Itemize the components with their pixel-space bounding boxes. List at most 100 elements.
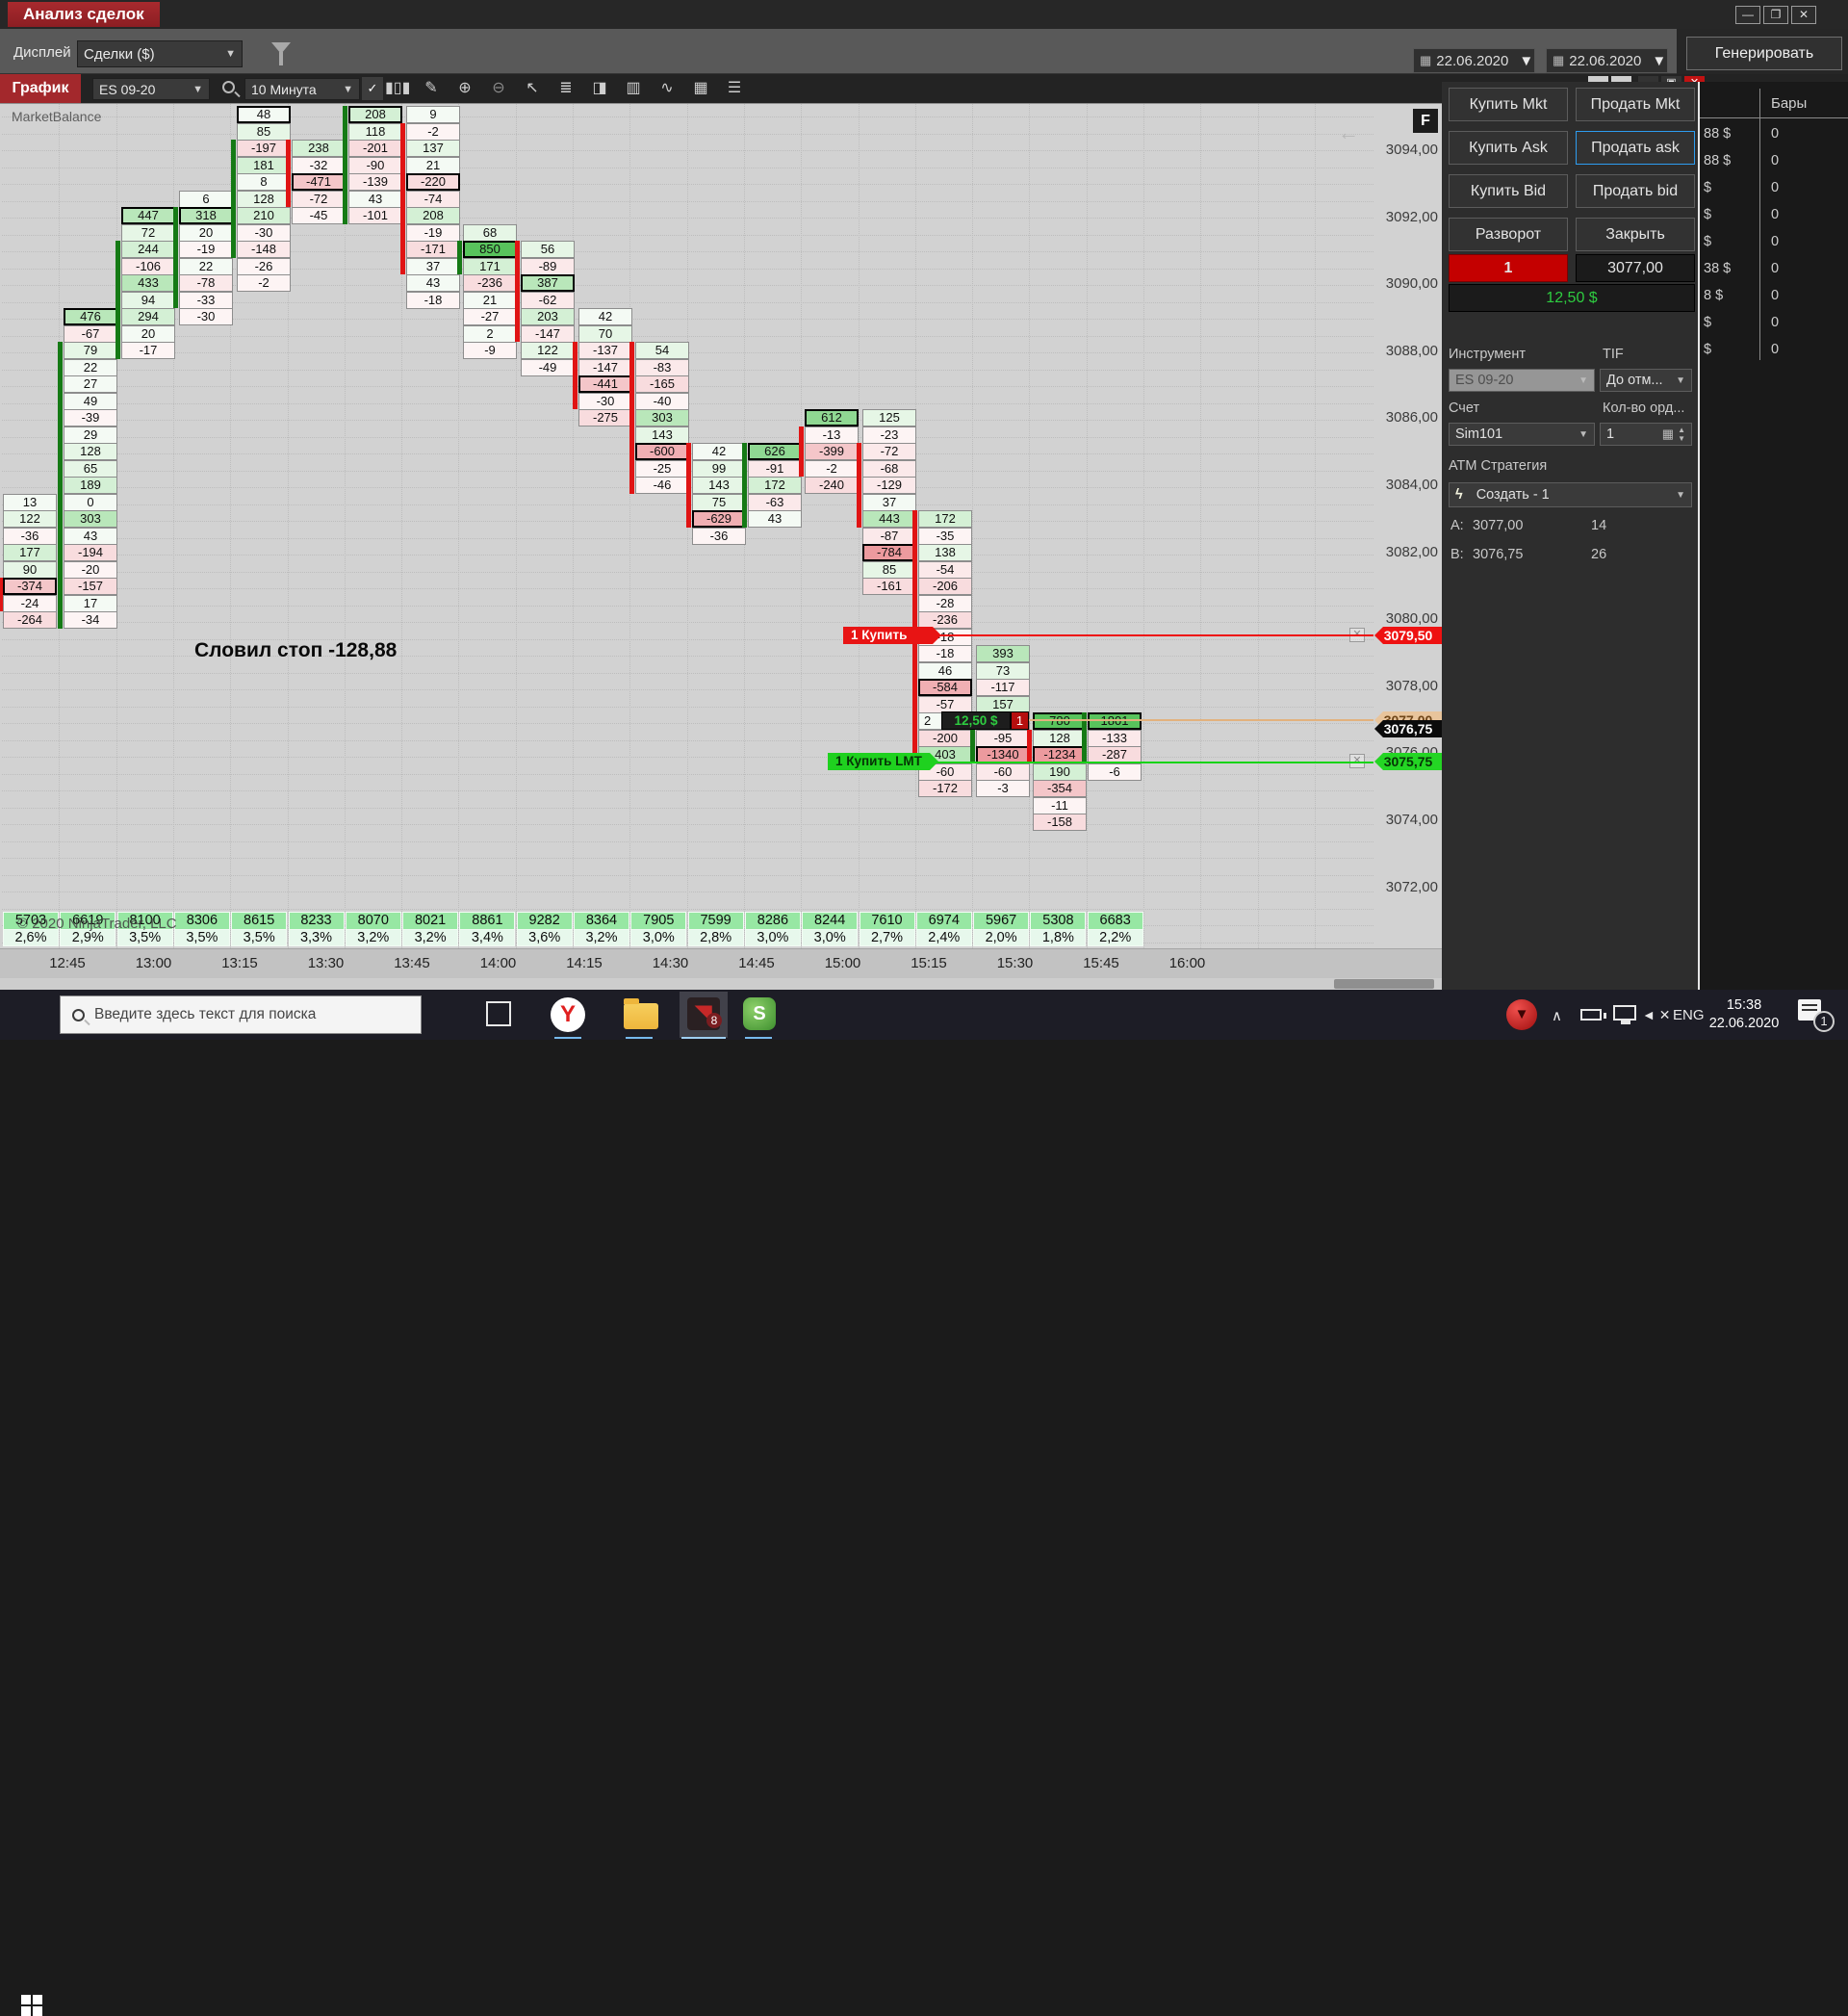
link-check-button[interactable]: ✓ (362, 77, 383, 100)
spinner-arrows-icon[interactable]: ▲ ▼ (1678, 426, 1685, 443)
footprint-cell: 294 (121, 308, 175, 325)
footprint-cell: 393 (976, 645, 1030, 662)
ninjatrader-app-button[interactable]: ◥ 8 (680, 992, 728, 1038)
footprint-cell: 37 (406, 257, 460, 275)
footprint-cell: -287 (1088, 746, 1142, 763)
network-icon[interactable] (1613, 1005, 1636, 1024)
position-size-box: 1 (1449, 254, 1568, 282)
start-button[interactable] (0, 990, 60, 2016)
footprint-cell: 9 (406, 106, 460, 123)
gridline (1029, 104, 1031, 948)
zoom-out-icon[interactable]: ⊖ (492, 80, 505, 96)
buy-market-button[interactable]: Купить Mkt (1449, 88, 1568, 121)
buy-ask-button[interactable]: Купить Ask (1449, 131, 1568, 165)
taskbar-clock[interactable]: 15:38 22.06.2020 (1708, 997, 1780, 1031)
strategies-icon[interactable]: ▦ (693, 80, 708, 96)
reverse-button[interactable]: Разворот (1449, 218, 1568, 251)
candle-body-strip (970, 712, 975, 763)
language-indicator[interactable]: ENG (1673, 1007, 1705, 1023)
atm-strategy-select[interactable]: ϟ Создать - 1 ▼ (1449, 482, 1692, 507)
sell-ask-button[interactable]: Продать ask (1576, 131, 1695, 165)
taskbar-search-input[interactable]: Введите здесь текст для поиска (60, 995, 422, 1034)
footprint-cell: -220 (406, 173, 460, 191)
buy-bid-button[interactable]: Купить Bid (1449, 174, 1568, 208)
scrollbar-thumb[interactable] (1334, 979, 1434, 989)
order-qty-label: Кол-во орд... (1603, 401, 1685, 416)
close-button[interactable]: ✕ (1791, 6, 1816, 24)
search-placeholder: Введите здесь текст для поиска (94, 1006, 317, 1022)
order-cancel-icon[interactable]: ✕ (1349, 754, 1365, 768)
footprint-cell: -30 (578, 392, 632, 410)
footprint-cell: -49 (521, 358, 575, 376)
draw-icon[interactable]: ✎ (424, 80, 438, 96)
display-dropdown[interactable]: Сделки ($) ▼ (77, 40, 243, 67)
tif-select[interactable]: До отм... ▼ (1600, 369, 1692, 392)
chart-trader-icon[interactable]: ◨ (592, 80, 607, 96)
position-qty-box: 1 (1011, 711, 1029, 730)
gridline (573, 104, 574, 948)
table-cell-bars: 0 (1771, 126, 1780, 142)
indicators-icon[interactable]: ∿ (660, 80, 674, 96)
yandex-browser-icon[interactable]: Y (551, 997, 585, 1032)
footprint-cell: -354 (1033, 780, 1087, 797)
footprint-cell: 17 (64, 594, 117, 612)
footprint-cell: 172 (918, 510, 972, 528)
date-from-picker[interactable]: ▦ 22.06.2020 ▼ (1413, 48, 1535, 73)
buy-stop-order[interactable]: 1 Купить STP (843, 627, 941, 644)
calculator-icon[interactable]: ▦ (1661, 426, 1675, 441)
volume-pct-cell: 2,4% (915, 929, 972, 946)
footprint-cell: -147 (578, 358, 632, 376)
time-axis-label: 16:00 (1168, 955, 1206, 971)
chart-style-icon[interactable]: ▮▯▮ (385, 80, 411, 96)
footprint-cell: -161 (862, 578, 916, 595)
buy-limit-order[interactable]: 1 Купить LMT (828, 753, 938, 770)
instrument-select[interactable]: ES 09-20 ▼ (1449, 369, 1595, 392)
footprint-cell: -32 (292, 156, 346, 174)
bar-spacing-icon[interactable]: ▥ (626, 80, 641, 96)
volume-muted-icon[interactable]: ◄ ✕ (1642, 1007, 1671, 1022)
footprint-cell: 850 (463, 241, 517, 258)
chevron-down-icon: ▼ (343, 83, 353, 95)
restore-button[interactable]: ❐ (1763, 6, 1788, 24)
volume-pct-cell: 3,5% (173, 929, 230, 946)
interval-dropdown[interactable]: 10 Минута ▼ (244, 78, 360, 100)
chart-scrollbar[interactable] (0, 978, 1442, 990)
sell-bid-button[interactable]: Продать bid (1576, 174, 1695, 208)
search-icon[interactable] (222, 81, 235, 93)
footprint-cell: -62 (521, 291, 575, 309)
close-position-button[interactable]: Закрыть (1576, 218, 1695, 251)
tab-chart[interactable]: График (0, 74, 81, 103)
tray-app-icon[interactable]: ▼ (1506, 999, 1537, 1030)
tray-expand-icon[interactable]: ∧ (1552, 1008, 1562, 1024)
volume-cell: 5308 (1030, 912, 1087, 930)
candle-body-strip (686, 443, 691, 528)
focus-button[interactable]: F (1413, 109, 1438, 133)
price-axis-label: 3078,00 (1385, 677, 1438, 694)
properties-icon[interactable]: ☰ (727, 80, 742, 96)
ask-row-label: A: (1450, 518, 1464, 533)
footprint-cell: 43 (406, 274, 460, 292)
data-box-icon[interactable]: ≣ (559, 80, 573, 96)
volume-pct-cell: 3,0% (802, 929, 859, 946)
date-to-picker[interactable]: ▦ 22.06.2020 ▼ (1546, 48, 1668, 73)
cursor-icon[interactable]: ↖ (526, 80, 539, 96)
zoom-in-icon[interactable]: ⊕ (458, 80, 472, 96)
task-view-icon[interactable] (486, 1001, 511, 1026)
footprint-cell: -171 (406, 241, 460, 258)
battery-icon[interactable] (1580, 1009, 1606, 1021)
table-cell-bars: 0 (1771, 342, 1780, 357)
sell-market-button[interactable]: Продать Mkt (1576, 88, 1695, 121)
account-select[interactable]: Sim101 ▼ (1449, 423, 1595, 446)
footprint-cell: -11 (1033, 796, 1087, 814)
footprint-cell: -2 (237, 274, 291, 292)
filter-icon[interactable] (271, 42, 291, 65)
green-app-icon[interactable]: S (743, 997, 776, 1030)
generate-button[interactable]: Генерировать (1686, 37, 1842, 70)
instrument-dropdown[interactable]: ES 09-20 ▼ (92, 78, 210, 100)
minimize-button[interactable]: — (1735, 6, 1760, 24)
volume-pct-cell: 2,9% (60, 929, 116, 946)
footprint-cell: 72 (121, 223, 175, 242)
file-explorer-icon[interactable] (624, 998, 658, 1029)
order-qty-stepper[interactable]: 1 ▦ ▲ ▼ (1600, 423, 1692, 446)
footprint-cell: -374 (3, 578, 57, 595)
